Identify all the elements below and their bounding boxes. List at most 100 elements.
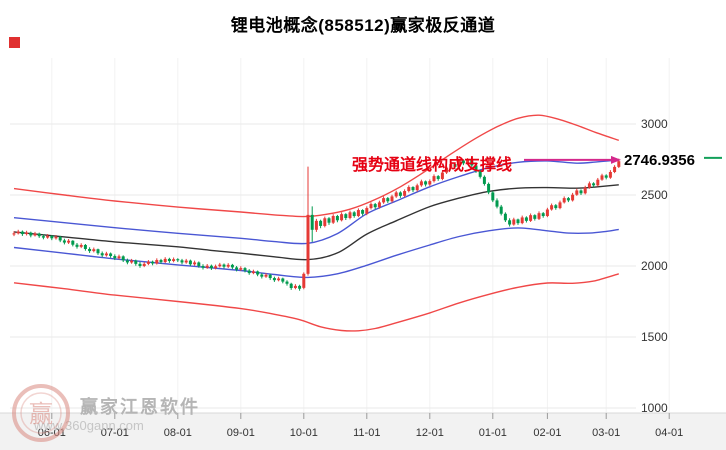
channel-line-upper-blue [13,159,619,245]
candle-body [583,187,587,194]
candle-body [25,232,29,235]
candle-body [478,171,482,177]
candle-body [306,214,310,274]
watermark: 赢 赢家江恩软件 www.360gann.com [10,382,270,448]
candle-body [142,263,146,266]
support-price-label: 2746.9356 [624,152,695,169]
candle-body [29,232,33,236]
candle-body [495,200,499,207]
candle-body [264,274,268,277]
candle-body [596,179,600,186]
candle-body [172,259,176,262]
candle-body [352,212,356,217]
candle-body [146,261,150,264]
candle-body [566,198,570,201]
candle-body [424,181,428,185]
candle-body [268,274,272,279]
candle-body [545,209,549,217]
candle-body [176,259,180,261]
candle-body [449,164,453,168]
candle-body [579,190,583,194]
x-axis-label: 01-01 [479,427,507,439]
candle-body [230,264,234,268]
candle-body [600,175,604,180]
candle-body [138,263,142,266]
candle-body [516,219,520,224]
candle-body [356,210,360,217]
candle-body [134,260,138,264]
candle-body [466,159,470,164]
candle-body [344,214,348,219]
channel-line-bottom-red [13,273,619,332]
candle-body [281,278,285,282]
x-axis-strip [0,413,726,450]
candle-body [159,260,163,263]
candle-body [251,271,255,274]
candle-body [20,231,24,235]
candle-body [214,266,218,269]
candle-body [12,233,16,235]
candle-body [541,213,545,217]
y-axis-label: 2500 [641,188,668,202]
candle-body [130,260,134,263]
candle-body [54,236,58,239]
candle-body [520,217,524,224]
candle-body [428,181,432,185]
candle-body [571,194,575,201]
candle-body [83,244,87,249]
candle-body [575,190,579,195]
candle-body [197,262,201,266]
candle-body [125,260,129,263]
candle-body [289,283,293,289]
candle-body [113,256,117,259]
candle-body [75,244,79,247]
candle-body [247,270,251,274]
candle-body [394,192,398,197]
candle-body [155,260,159,264]
y-axis-label: 3000 [641,117,668,131]
candle-body [16,231,20,234]
candle-body [167,258,171,262]
candle-body [453,164,457,167]
candle-body [104,253,108,256]
candle-body [411,187,415,191]
candle-body [340,214,344,221]
x-axis-label: 12-01 [416,427,444,439]
candle-body [554,205,558,209]
red-marker-icon [9,37,20,48]
candle-body [235,267,239,270]
x-axis-label: 03-01 [592,427,620,439]
x-axis-label: 08-01 [164,427,192,439]
candle-body [419,181,423,186]
channel-line-lower-blue [13,227,619,279]
candle-body [365,208,369,214]
support-arrowhead-icon [611,155,621,164]
candle-body [533,215,537,219]
candle-body [256,271,260,275]
support-annotation-text: 强势通道线构成支撑线 [352,157,513,174]
candle-body [121,256,125,261]
y-axis-label: 2000 [641,259,668,273]
watermark-brand-text: 赢家江恩软件 [80,397,200,417]
x-axis-label: 06-01 [38,427,66,439]
candle-body [180,260,184,263]
candle-body [109,253,113,257]
candle-body [151,261,155,264]
x-axis-label: 10-01 [290,427,318,439]
candle-body [512,219,516,225]
candle-body [88,248,92,252]
candle-body [398,192,402,196]
candle-body [508,220,512,225]
candle-body [407,187,411,192]
candle-body [440,172,444,179]
candle-body [277,278,281,281]
brand-logo-icon: 赢 [12,384,70,442]
candle-body [188,260,192,265]
candle-body [613,166,617,172]
candle-body [218,264,222,267]
candle-body [327,218,331,223]
candle-body [50,235,54,239]
